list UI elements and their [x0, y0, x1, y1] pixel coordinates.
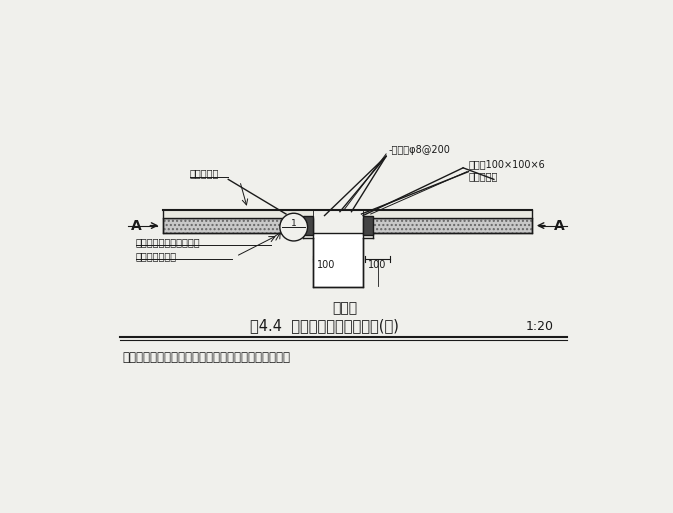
Text: 1: 1: [291, 219, 297, 228]
Bar: [303, 216, 313, 235]
Bar: [313, 233, 363, 287]
Text: -形拉筋φ8@200: -形拉筋φ8@200: [388, 145, 450, 155]
Bar: [363, 218, 532, 233]
Text: 另一侧相同: 另一侧相同: [468, 171, 498, 181]
Text: 螺帽拧紧、焊死: 螺帽拧紧、焊死: [136, 251, 177, 261]
Bar: [163, 218, 313, 233]
Text: （施工中，预制板钻孔必须采用钻机，杜绝手工凿洞）: （施工中，预制板钻孔必须采用钻机，杜绝手工凿洞）: [122, 351, 291, 364]
Text: （二）: （二）: [332, 301, 357, 315]
Text: 钢垫板100×100×6: 钢垫板100×100×6: [468, 160, 545, 169]
Text: A: A: [131, 219, 141, 232]
Bar: [363, 210, 532, 218]
Text: 图4.4  预制板板端加固大样图(二): 图4.4 预制板板端加固大样图(二): [250, 319, 399, 333]
Text: A: A: [554, 219, 565, 232]
Text: 楼面结构层: 楼面结构层: [190, 168, 219, 178]
Text: 端部砖墙二个预制板钻孔: 端部砖墙二个预制板钻孔: [136, 238, 201, 247]
Bar: [163, 210, 313, 218]
Bar: [363, 216, 373, 235]
Text: 1:20: 1:20: [526, 321, 554, 333]
Bar: [363, 218, 532, 233]
Text: 100: 100: [316, 260, 335, 270]
Bar: [163, 218, 313, 233]
Circle shape: [280, 213, 308, 241]
Text: 100: 100: [368, 260, 386, 270]
